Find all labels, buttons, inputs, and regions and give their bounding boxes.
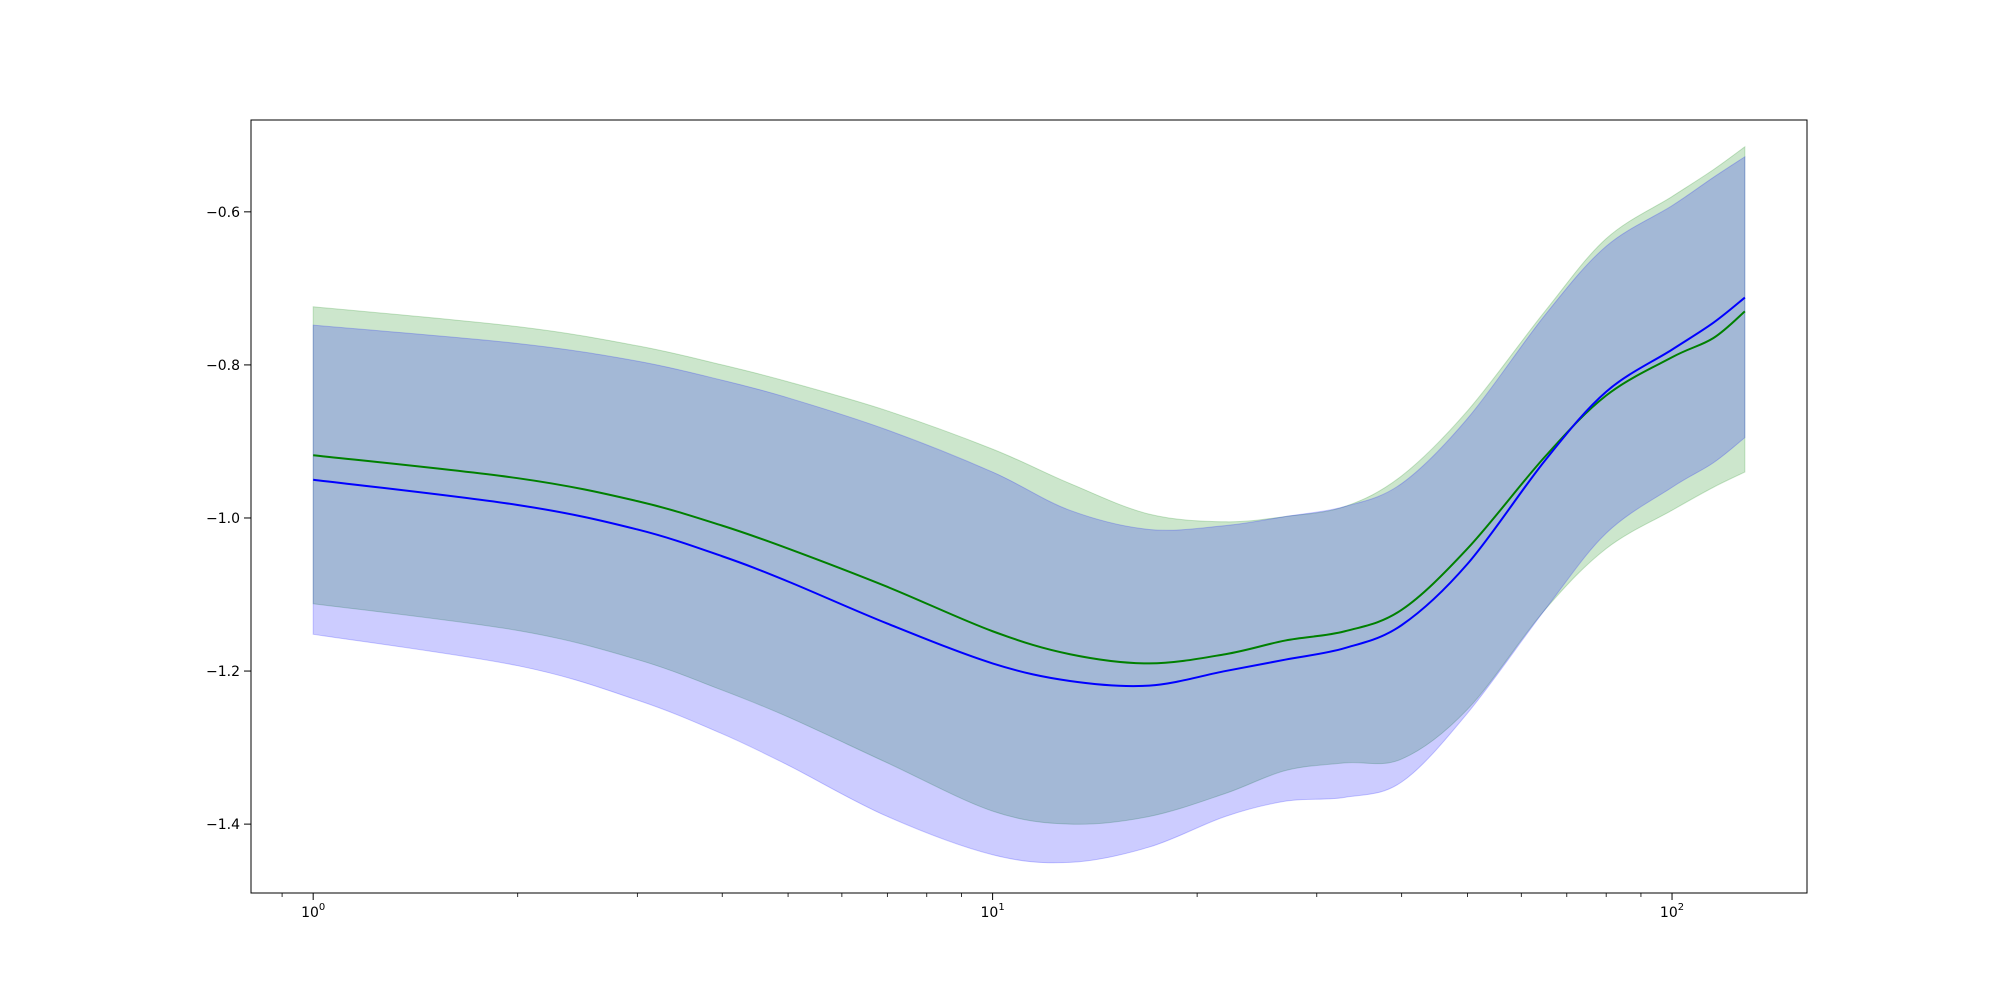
y-axis: −0.6 −0.8 −1.0 −1.2 −1.4 xyxy=(206,205,251,833)
x-tick-label: 101 xyxy=(981,902,1005,921)
series-1-line xyxy=(313,296,1746,688)
series-lines xyxy=(313,296,1746,688)
x-tick-label: 100 xyxy=(301,902,325,921)
confidence-bands xyxy=(312,145,1746,864)
y-tick-label: −1.2 xyxy=(206,664,240,680)
series-0-band xyxy=(312,145,1746,825)
y-tick-label: −0.6 xyxy=(206,205,240,221)
plot-frame xyxy=(250,119,1808,894)
y-tick-label: −1.4 xyxy=(206,817,240,833)
series-0-line xyxy=(313,310,1746,665)
x-axis: 100 101 102 xyxy=(281,893,1684,921)
series-1-band xyxy=(312,155,1746,864)
y-tick-label: −0.8 xyxy=(206,358,240,374)
x-tick-label: 102 xyxy=(1660,902,1684,921)
y-tick-label: −1.0 xyxy=(206,511,240,527)
